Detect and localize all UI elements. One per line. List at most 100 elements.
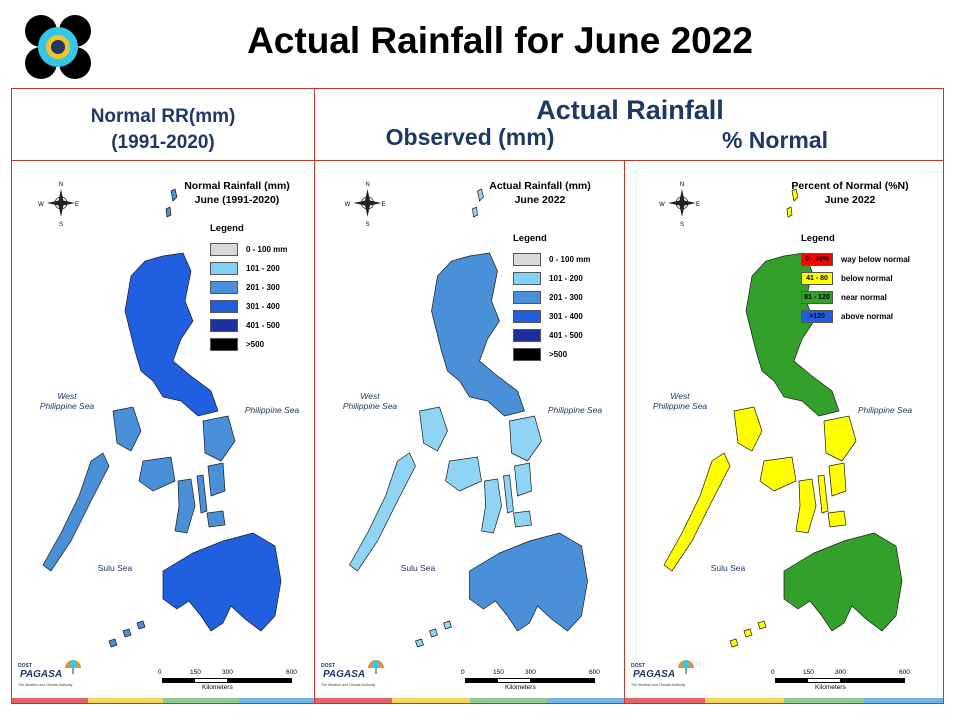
batanes-islands (786, 188, 799, 218)
compass-label-s: S (59, 222, 63, 228)
legend-label: 0 - 100 mm (246, 245, 288, 254)
legend-swatch (210, 281, 238, 294)
legend-row: 201 - 300 (513, 288, 590, 307)
scale-tick-label: 0 (771, 669, 775, 676)
legend-swatch (513, 329, 541, 342)
stripe-segment (12, 698, 88, 703)
pagasa-tagline: The Weather and Climate Authority (18, 683, 73, 687)
samar-island (202, 415, 236, 462)
legend-row: >120 above normal (801, 307, 910, 326)
legend-row: 0 - 100 mm (210, 240, 287, 259)
map-title-line2: June 2022 (514, 194, 566, 206)
percent-normal-map-panel: N S E W Percent of Normal (%N) June 2022 Legen… (624, 160, 944, 704)
scale-unit-label: Kilometers (815, 684, 846, 691)
stripe-segment (784, 698, 864, 703)
legend-swatch (513, 253, 541, 266)
pagasa-dost-label: DOST (18, 663, 32, 669)
legend-label: 201 - 300 (549, 293, 583, 302)
legend-label: >500 (549, 350, 568, 359)
umbrella-icon (678, 660, 694, 674)
map-title-line1: Percent of Normal (%N) (791, 180, 909, 192)
pagasa-wordmark: PAGASA (633, 669, 676, 680)
percent-normal-header: % Normal (721, 127, 829, 153)
palawan-island (42, 452, 110, 572)
pagasa-wordmark: PAGASA (323, 669, 366, 680)
legend-row: 101 - 200 (210, 259, 287, 278)
compass-label-w: W (38, 202, 44, 208)
scale-tick-label: 600 (286, 669, 297, 676)
mindoro-island (112, 406, 142, 452)
legend-label: 101 - 200 (549, 274, 583, 283)
philippines-map: N S E W (659, 182, 903, 648)
west-philippine-sea-label: West Philippine Sea (342, 391, 398, 411)
scale-tick-label: 300 (222, 669, 233, 676)
map-title-line1: Actual Rainfall (mm) (489, 180, 591, 192)
scale-tick-label: 150 (493, 669, 504, 676)
legend-row: 301 - 400 (210, 297, 287, 316)
stripe-segment (238, 698, 314, 703)
bohol-island (513, 510, 532, 528)
legend-row: 0 - 40% way below normal (801, 250, 910, 269)
scale-tick-label: 300 (525, 669, 536, 676)
pagasa-logo: DOST PAGASA The Weather and Climate Author… (629, 660, 699, 693)
legend-label: below normal (841, 274, 893, 283)
negros-island (174, 478, 196, 534)
pagasa-seal-logo (25, 15, 91, 79)
batanes-islands (165, 188, 178, 218)
sulu-sea-label: Sulu Sea (710, 563, 746, 573)
compass-label-n: N (59, 182, 63, 188)
legend-title: Legend (801, 233, 835, 244)
legend-label: 401 - 500 (549, 331, 583, 340)
legend-label: 301 - 400 (246, 302, 280, 311)
panay-island (138, 456, 176, 492)
legend-swatch (513, 272, 541, 285)
map-legend: Legend 0 - 100 mm 101 - 200 201 - 300 301 - … (210, 223, 287, 354)
legend-swatch (210, 338, 238, 351)
legend-swatch: 41 - 80 (801, 272, 833, 285)
pagasa-dost-label: DOST (321, 663, 335, 669)
luzon-island (745, 252, 840, 417)
leyte-island (828, 462, 847, 497)
umbrella-icon (65, 660, 81, 674)
umbrella-icon (368, 660, 384, 674)
panay-island (445, 456, 482, 492)
actual-rainfall-map-panel: N S E W Actual Rainfall (mm) June 2022 Legend 0… (314, 160, 625, 704)
compass-label-n: N (365, 182, 369, 188)
compass-label-s: S (680, 222, 684, 228)
legend-swatch (210, 319, 238, 332)
scale-bar-graphic (775, 678, 905, 683)
scale-tick-label: 0 (461, 669, 465, 676)
sulu-archipelago (108, 620, 146, 648)
mindanao-island (469, 532, 588, 632)
actual-rainfall-header: Actual Rainfall (536, 95, 724, 125)
legend-row: 41 - 80 below normal (801, 269, 910, 288)
observed-header: Observed (mm) (385, 124, 555, 150)
sulu-archipelago (729, 620, 767, 648)
pagasa-tagline: The Weather and Climate Authority (321, 683, 376, 687)
batanes-islands (472, 188, 484, 218)
scale-tick-label: 150 (190, 669, 201, 676)
negros-island (795, 478, 817, 534)
stripe-segment (87, 698, 163, 703)
compass-label-w: W (659, 202, 665, 208)
legend-row: 81 - 120 near normal (801, 288, 910, 307)
pagasa-dost-label: DOST (631, 663, 645, 669)
normal-rainfall-map-panel: N S E W Normal Rainfall (mm) June (1991-2020)… (11, 160, 315, 704)
mindanao-island (783, 532, 903, 632)
negros-island (481, 478, 502, 534)
normal-header-line1: Normal RR(mm) (90, 106, 236, 127)
compass-label-e: E (381, 202, 385, 208)
legend-swatch: >120 (801, 310, 833, 323)
map-legend: Legend 0 - 40% way below normal 41 - 80 belo… (801, 233, 910, 326)
philippine-sea-label: Philippine Sea (244, 405, 300, 415)
scale-tick-label: 600 (899, 669, 910, 676)
legend-row: >500 (513, 345, 590, 364)
pagasa-logo: DOST PAGASA The Weather and Climate Author… (319, 660, 389, 693)
legend-swatch (513, 310, 541, 323)
stripe-segment (163, 698, 239, 703)
philippine-sea-label: Philippine Sea (857, 405, 913, 415)
legend-row: 201 - 300 (210, 278, 287, 297)
map-title: Normal Rainfall (mm) June (1991-2020) (162, 179, 312, 207)
scale-bar-graphic (162, 678, 292, 683)
pagasa-wordmark: PAGASA (20, 669, 63, 680)
